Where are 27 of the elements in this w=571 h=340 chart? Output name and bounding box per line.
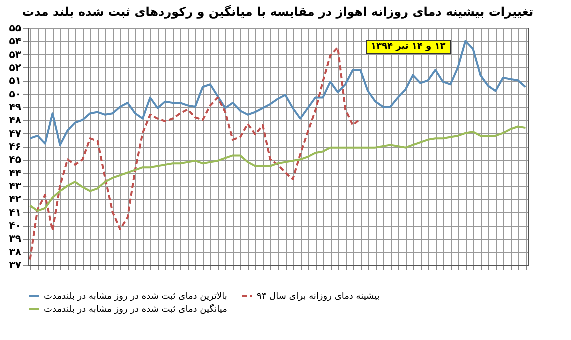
legend-label: بیشینه دمای روزانه برای سال ۹۴ <box>257 292 380 302</box>
line-series <box>29 46 362 261</box>
y-tick-label: ۴۹ <box>9 102 22 114</box>
line-series <box>29 40 527 146</box>
legend-label: بالاترین دمای ثبت شده در روز مشابه در بلندمدت <box>44 292 228 302</box>
y-tick-label: ۴۵ <box>9 155 22 166</box>
y-tick-label: ۴۸ <box>9 116 22 127</box>
y-tick-label: ۴۴ <box>9 168 22 180</box>
y-tick-label: ۴۰ <box>9 221 22 232</box>
y-tick-label: ۵۵ <box>9 24 22 34</box>
y-tick-label: ۴۷ <box>9 128 22 140</box>
y-tick-label: ۵۴ <box>9 36 22 48</box>
y-tick-label: ۴۳ <box>9 182 22 192</box>
y-tick-label: ۳۷ <box>9 260 22 272</box>
y-tick-label: ۴۲ <box>9 194 22 206</box>
chart-title: تغییرات بیشینه دمای روزانه اهواز در مقایسه با میانگین و رکوردهای ثبت شده بلند مدت <box>22 5 534 19</box>
y-tick-label: ۳۸ <box>9 247 22 258</box>
y-tick-label: ۴۶ <box>9 142 22 153</box>
y-tick-label: ۵۰ <box>9 89 22 100</box>
y-tick-label: ۵۲ <box>9 63 22 74</box>
y-tick-label: ۵۱ <box>9 76 22 88</box>
line-series <box>29 126 527 212</box>
y-tick-label: ۳۹ <box>9 234 22 246</box>
y-tick-label: ۵۳ <box>9 50 22 61</box>
y-tick-label: ۴۱ <box>9 208 22 219</box>
legend-label: میانگین دمای ثبت شده در روز مشابه در بلندمدت <box>44 303 228 315</box>
annotation: ۱۳ و ۱۴ تیر ۱۳۹۴ <box>366 40 451 54</box>
